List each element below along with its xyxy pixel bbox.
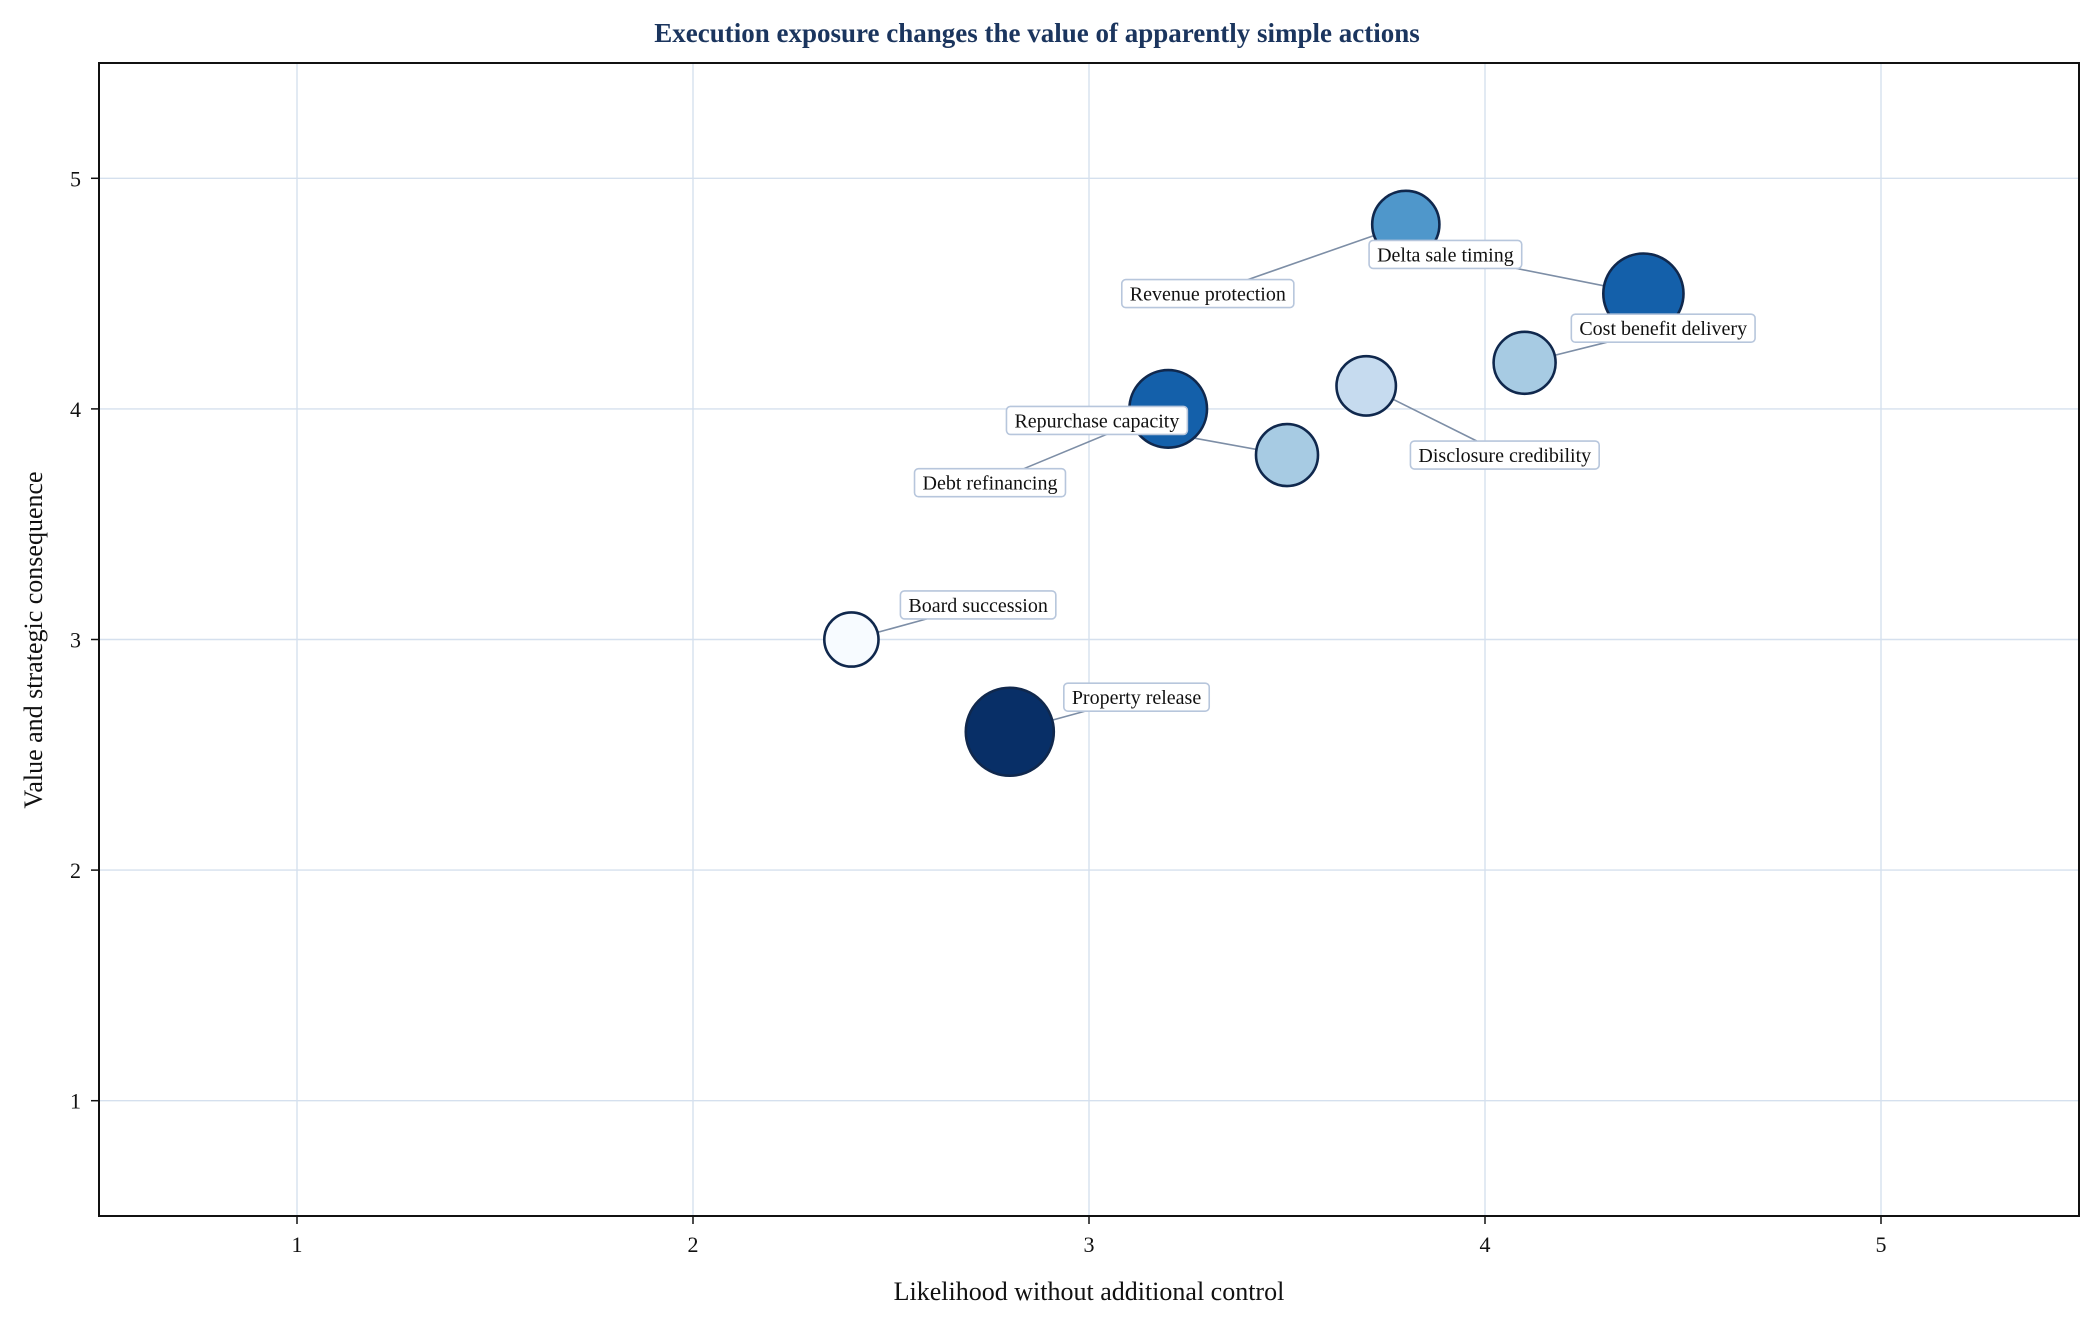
annotation-box — [899, 590, 1057, 620]
bubble-repurchase-capacity — [1254, 422, 1320, 488]
x-tick-label: 5 — [1876, 1232, 1887, 1257]
annotation-debt-refinancing: Debt refinancing — [913, 467, 1067, 498]
x-tick-label: 2 — [688, 1232, 699, 1257]
y-tick-label: 4 — [70, 397, 81, 422]
leader-revenue-protection — [1247, 226, 1397, 281]
annotation-box — [1120, 278, 1295, 309]
annotation-box — [913, 467, 1067, 498]
annotation-box — [1570, 313, 1756, 343]
annotation-text: Revenue protection — [1130, 284, 1286, 306]
y-axis-label: Value and strategic consequence — [19, 471, 48, 808]
annotation-repurchase-capacity: Repurchase capacity — [1005, 405, 1189, 436]
x-tick-label: 1 — [292, 1232, 303, 1257]
bubble-disclosure-credibility — [1335, 354, 1398, 417]
annotation-board-succession: Board succession — [899, 590, 1057, 620]
bubble-cost-benefit-delivery — [1492, 330, 1557, 396]
y-tick-label: 2 — [70, 858, 81, 883]
y-tick-label: 3 — [70, 628, 81, 653]
annotation-text: Delta sale timing — [1377, 244, 1514, 266]
bubble-board-succession — [823, 611, 880, 668]
annotation-text: Cost benefit delivery — [1579, 318, 1747, 340]
annotation-labels: Revenue protection Delta sale timing Cost … — [899, 239, 1756, 712]
annotation-box — [1368, 239, 1523, 270]
annotation-text: Repurchase capacity — [1014, 410, 1179, 432]
annotation-box — [1005, 405, 1189, 436]
annotation-property-release: Property release — [1063, 682, 1211, 712]
annotation-box — [1409, 440, 1600, 470]
annotation-cost-benefit-delivery: Cost benefit delivery — [1570, 313, 1756, 343]
grid — [99, 63, 2079, 1216]
annotation-text: Debt refinancing — [923, 473, 1058, 495]
x-tick-label: 4 — [1480, 1232, 1491, 1257]
annotation-text: Disclosure credibility — [1418, 445, 1591, 467]
x-axis-label: Likelihood without additional control — [894, 1277, 1285, 1306]
bubble-property-release — [964, 686, 1056, 778]
annotation-delta-sale-timing: Delta sale timing — [1368, 239, 1523, 270]
annotation-box — [1063, 682, 1211, 712]
annotation-revenue-protection: Revenue protection — [1120, 278, 1295, 309]
annotation-text: Property release — [1072, 687, 1202, 709]
y-tick-label: 5 — [70, 166, 81, 191]
y-tick-label: 1 — [70, 1089, 81, 1114]
x-tick-label: 3 — [1084, 1232, 1095, 1257]
axis-ticks: 1 2 3 4 5 1 2 3 4 5 — [70, 166, 1887, 1257]
annotation-text: Board succession — [908, 595, 1047, 617]
annotation-disclosure-credibility: Disclosure credibility — [1409, 440, 1600, 470]
chart-title: Execution exposure changes the value of … — [654, 18, 1420, 48]
plot-frame — [98, 62, 2080, 1217]
